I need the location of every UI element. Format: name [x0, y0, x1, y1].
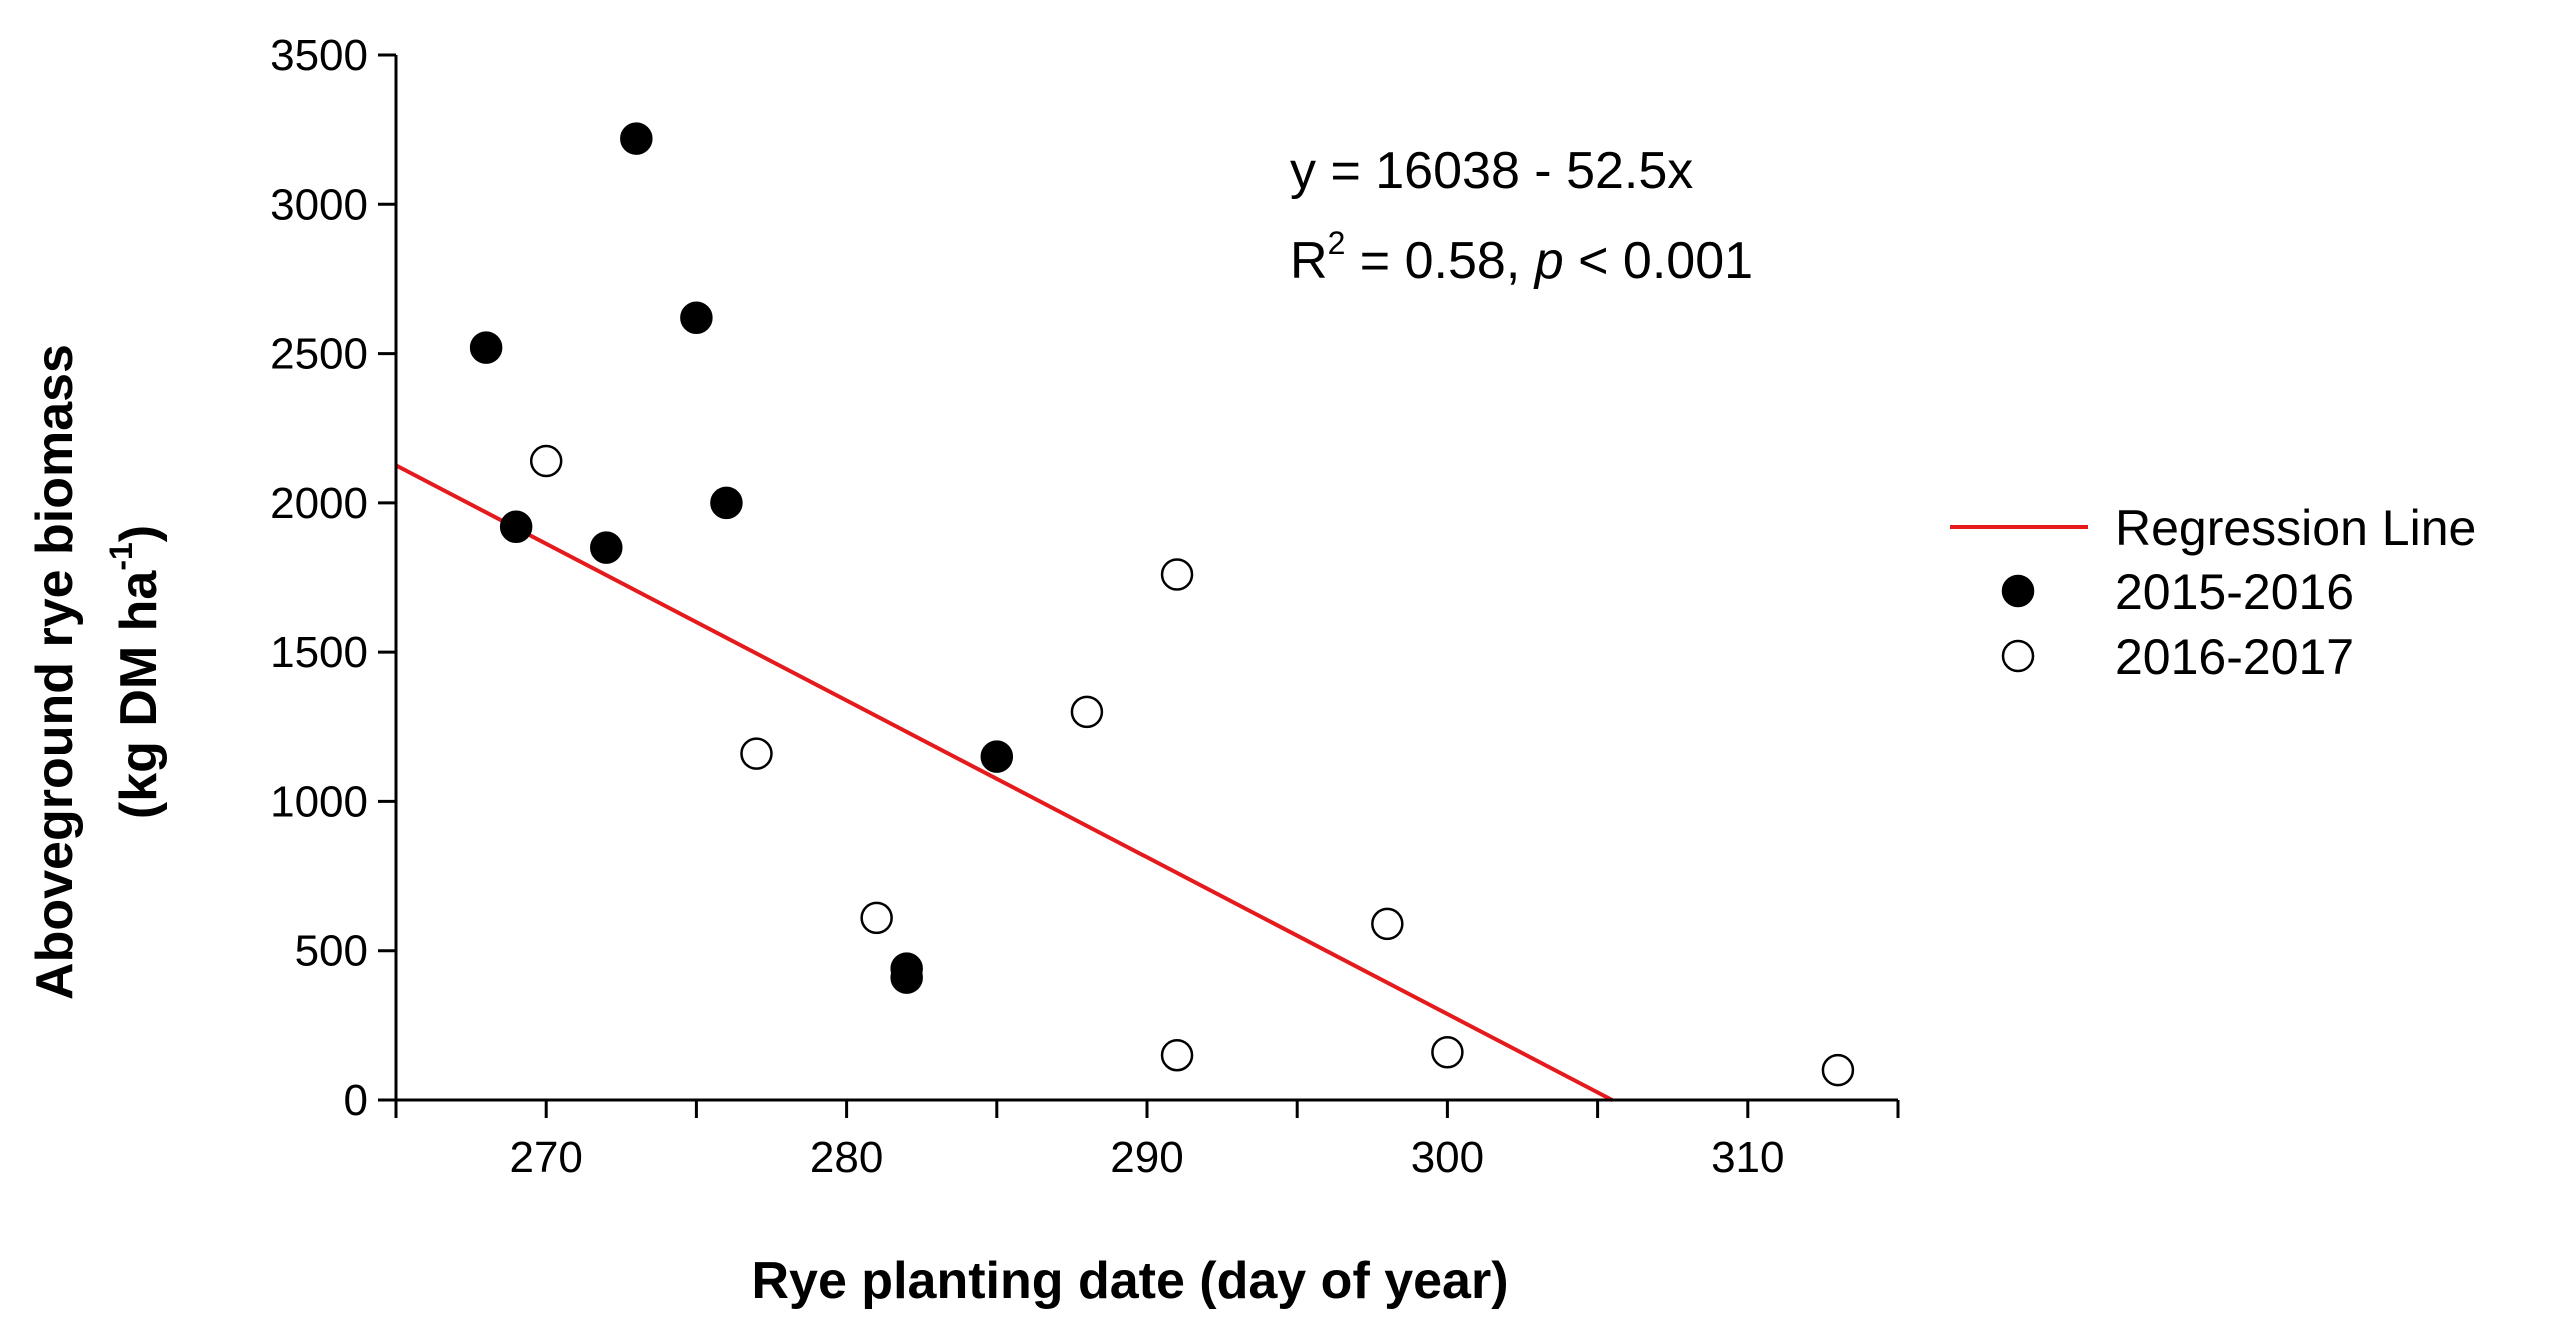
y-axis-title-line1: Aboveground rye biomass [26, 344, 84, 1000]
y-axis-unit-close: ) [110, 525, 168, 542]
data-point-2015-2016 [590, 531, 623, 564]
regression-line [395, 463, 1614, 1102]
axis-ticks: 0 500 1000 1500 2000 2500 3000 3500 270 280 290 300… [270, 31, 1900, 1182]
y-tick-label: 500 [295, 927, 368, 976]
data-point-2016-2017 [1160, 1038, 1194, 1072]
data-point-2016-2017 [529, 444, 563, 478]
data-point-2015-2016 [620, 122, 653, 155]
legend-marker-2016-2017 [2001, 639, 2035, 673]
regression-layer [395, 463, 1614, 1102]
x-tick-label: 280 [810, 1133, 883, 1182]
x-axis-title: Rye planting date (day of year) [751, 1252, 1508, 1310]
legend-label-2015-2016: 2015-2016 [2115, 564, 2354, 620]
data-point-2015-2016 [980, 740, 1014, 773]
y-tick-label: 2500 [270, 330, 368, 379]
data-point-2016-2017 [1070, 695, 1104, 729]
r2-value: = 0.58, [1345, 232, 1534, 290]
data-point-2015-2016 [680, 301, 713, 334]
regression-equation: y = 16038 - 52.5x [1290, 142, 1693, 200]
x-tick-label: 310 [1711, 1133, 1784, 1182]
regression-stats: R2 = 0.58, p < 0.001 [1290, 225, 1753, 290]
y-axis-unit: (kg DM ha [110, 570, 168, 820]
r2-superscript: 2 [1328, 225, 1346, 261]
p-symbol: p [1533, 232, 1564, 290]
data-point-2016-2017 [1160, 558, 1194, 591]
y-tick-label: 1000 [270, 777, 368, 826]
y-tick-label: 0 [344, 1076, 368, 1125]
points-layer [469, 122, 1855, 1087]
plot-area: 0 500 1000 1500 2000 2500 3000 3500 270 280 290 300… [270, 31, 1900, 1182]
x-tick-label: 300 [1411, 1133, 1484, 1182]
legend-label-2016-2017: 2016-2017 [2115, 629, 2354, 685]
y-axis-title-line2: (kg DM ha-1) [103, 525, 168, 819]
y-tick-label: 3000 [270, 180, 368, 229]
data-point-2015-2016 [890, 961, 923, 994]
x-tick-label: 290 [1110, 1133, 1183, 1182]
x-tick-label: 270 [509, 1133, 582, 1182]
legend-label-regression: Regression Line [2115, 500, 2476, 556]
data-point-2015-2016 [469, 331, 503, 364]
data-point-2015-2016 [499, 510, 533, 543]
y-axis-unit-exponent: -1 [103, 542, 139, 570]
data-point-2016-2017 [1431, 1035, 1464, 1069]
legend-marker-2015-2016 [2001, 574, 2035, 608]
y-tick-label: 2000 [270, 479, 368, 528]
y-tick-label: 3500 [270, 31, 368, 80]
p-value: < 0.001 [1564, 232, 1753, 290]
y-tick-label: 1500 [270, 628, 368, 677]
data-point-2015-2016 [710, 486, 743, 520]
legend: Regression Line 2015-2016 2016-2017 [1950, 500, 2476, 685]
data-point-2016-2017 [860, 901, 893, 935]
data-point-2016-2017 [1371, 907, 1404, 941]
data-point-2016-2017 [1821, 1053, 1855, 1087]
r2-symbol: R [1290, 232, 1328, 290]
y-axis-title: Aboveground rye biomass (kg DM ha-1) [26, 344, 168, 1000]
data-point-2016-2017 [740, 737, 773, 770]
